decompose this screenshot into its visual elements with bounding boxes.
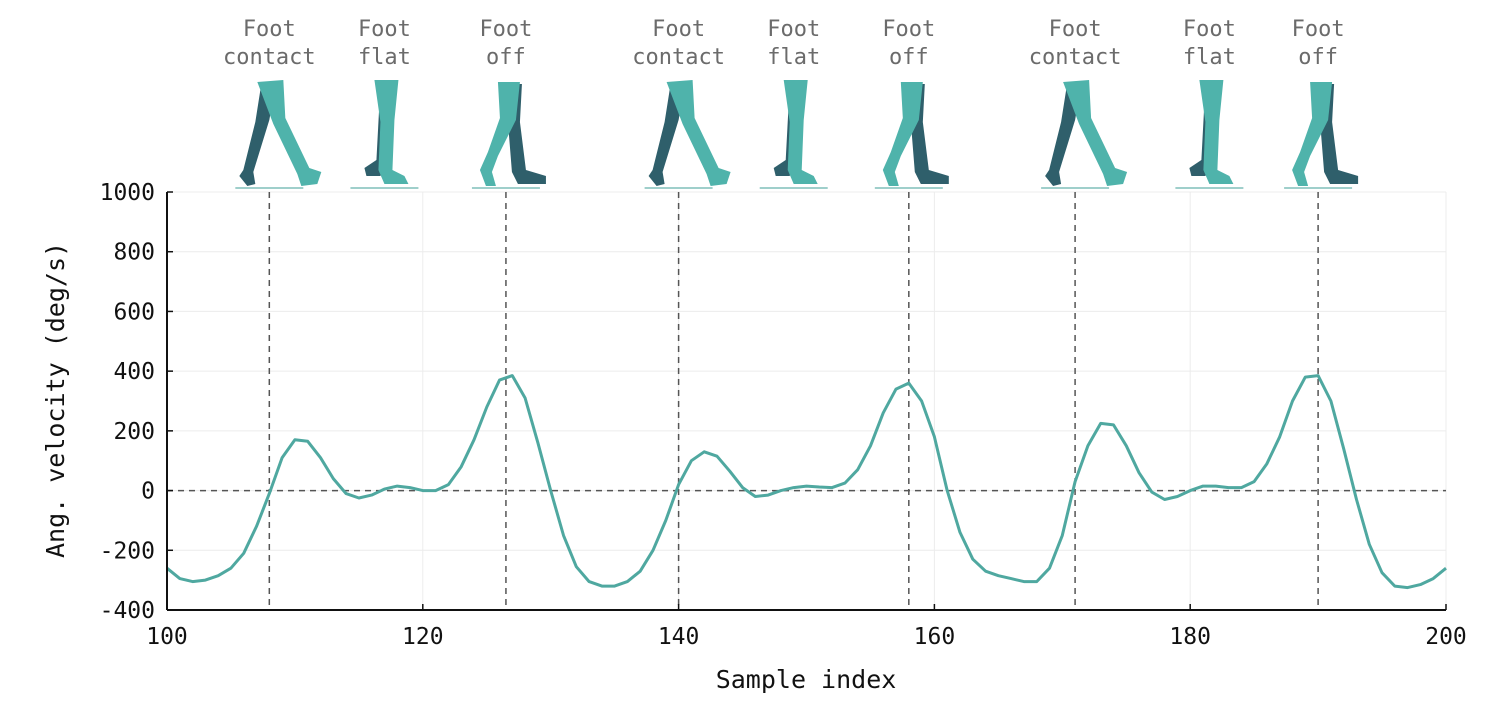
phase-labels: Foot contact Foot flat Foot off Foot contact Foo… [223, 17, 1345, 70]
front-leg-icon [1292, 82, 1333, 186]
phase-label: Foot flat [358, 17, 411, 70]
x-tick-label: 140 [658, 624, 700, 650]
back-leg-icon [239, 84, 276, 186]
phase-label: Foot flat [767, 17, 820, 70]
gait-illustrations [235, 80, 1359, 189]
front-leg-icon [882, 82, 923, 186]
phase-label: Foot contact [1029, 17, 1122, 70]
walking-legs-icon [1284, 82, 1359, 189]
x-tick-label: 200 [1425, 624, 1467, 650]
event-markers [268, 192, 1319, 610]
back-leg-icon [648, 84, 685, 186]
phase-label: Foot contact [223, 17, 316, 70]
front-leg-icon [374, 80, 409, 184]
walking-legs-icon [471, 82, 546, 189]
y-axis-title: Ang. velocity (deg/s) [41, 242, 70, 558]
walking-legs-icon [644, 80, 731, 189]
phase-label: Foot flat [1183, 17, 1236, 70]
y-tick-label: -400 [100, 598, 155, 624]
phase-label: Foot off [882, 17, 935, 70]
x-axis-title: Sample index [716, 665, 897, 694]
front-leg-icon [666, 80, 731, 186]
x-tick-label: 100 [146, 624, 188, 650]
x-tick-label: 180 [1169, 624, 1211, 650]
y-tick-label: 600 [113, 299, 155, 325]
walking-legs-icon [235, 80, 322, 189]
front-leg-icon [257, 80, 322, 186]
axes: -400 -200 0 200 400 600 800 1000 100 120 140 160 180… [100, 180, 1467, 650]
grid [166, 191, 1447, 611]
y-tick-label: 800 [113, 240, 155, 266]
phase-label: Foot off [479, 17, 532, 70]
front-leg-icon [783, 80, 818, 184]
phase-label: Foot contact [632, 17, 725, 70]
front-leg-icon [1063, 80, 1128, 186]
y-tick-label: -200 [100, 538, 155, 564]
y-tick-label: 0 [141, 479, 155, 505]
y-tick-label: 400 [113, 359, 155, 385]
series-line [166, 374, 1447, 590]
y-tick-label: 200 [113, 419, 155, 445]
x-tick-label: 120 [402, 624, 444, 650]
front-leg-icon [1199, 80, 1234, 184]
y-tick-label: 1000 [100, 180, 155, 206]
front-leg-icon [479, 82, 520, 186]
x-tick-label: 160 [914, 624, 956, 650]
walking-legs-icon [759, 80, 828, 189]
walking-legs-icon [1041, 80, 1128, 189]
phase-label: Foot off [1292, 17, 1345, 70]
walking-legs-icon [1175, 80, 1244, 189]
walking-legs-icon [350, 80, 419, 189]
walking-legs-icon [874, 82, 949, 189]
back-leg-icon [1045, 84, 1082, 186]
